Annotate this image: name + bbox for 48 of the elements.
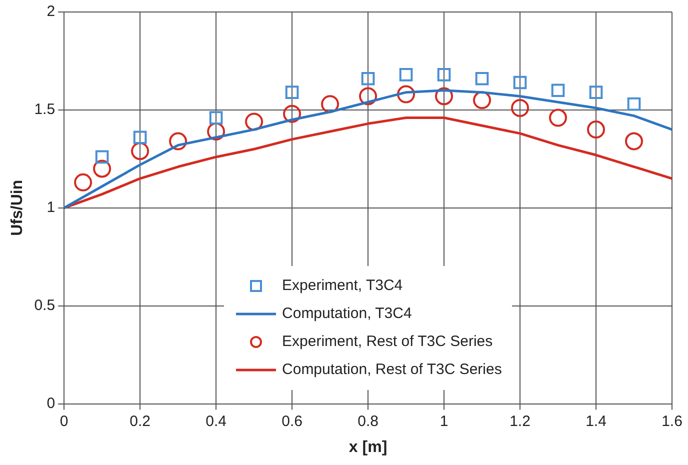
point: [93, 160, 112, 178]
x-tick-label: 0.4: [206, 412, 226, 430]
legend-label: Computation, T3C4: [282, 305, 412, 322]
point: [473, 91, 492, 110]
point: [74, 173, 92, 192]
point: [589, 86, 603, 99]
x-tick-label: 0.8: [358, 412, 378, 430]
x-tick-label: 1.4: [586, 412, 606, 430]
y-tick-label: 1.5: [34, 101, 56, 118]
point: [245, 112, 264, 131]
point: [133, 130, 147, 144]
x-tick-label: 0: [60, 412, 68, 430]
point: [321, 95, 340, 114]
point: [209, 111, 223, 124]
point: [513, 76, 527, 90]
legend-label: Computation, Rest of T3C Series: [282, 361, 502, 378]
y-tick-label: 0.5: [34, 296, 56, 314]
point: [435, 87, 454, 106]
legend-label: Experiment, T3C4: [282, 277, 403, 294]
x-tick-label: 0.2: [130, 412, 150, 430]
y-tick-label: 0: [46, 394, 56, 412]
point: [95, 150, 109, 164]
x-axis-title: x [m]: [348, 438, 388, 456]
point: [207, 122, 226, 140]
x-tick-label: 0.6: [282, 412, 302, 430]
point: [169, 132, 188, 150]
point: [475, 72, 489, 86]
y-axis-title: Ufs/Uin: [9, 180, 26, 236]
point: [283, 104, 302, 123]
point: [361, 72, 375, 86]
point: [437, 68, 451, 82]
x-tick-label: 1.2: [510, 412, 530, 430]
point: [627, 97, 641, 111]
point: [551, 84, 565, 98]
point: [131, 142, 150, 160]
y-tick-label: 1: [46, 199, 56, 216]
point: [549, 108, 568, 127]
point: [511, 98, 530, 117]
x-tick-label: 1: [440, 412, 448, 430]
point: [625, 132, 644, 150]
point: [399, 68, 413, 82]
point: [285, 86, 299, 99]
legend-label: Experiment, Rest of T3C Series: [282, 333, 493, 350]
point: [587, 120, 606, 139]
y-tick-label: 2: [46, 3, 56, 20]
x-tick-label: 1.6: [662, 412, 682, 430]
point: [397, 85, 416, 104]
point: [359, 87, 378, 106]
